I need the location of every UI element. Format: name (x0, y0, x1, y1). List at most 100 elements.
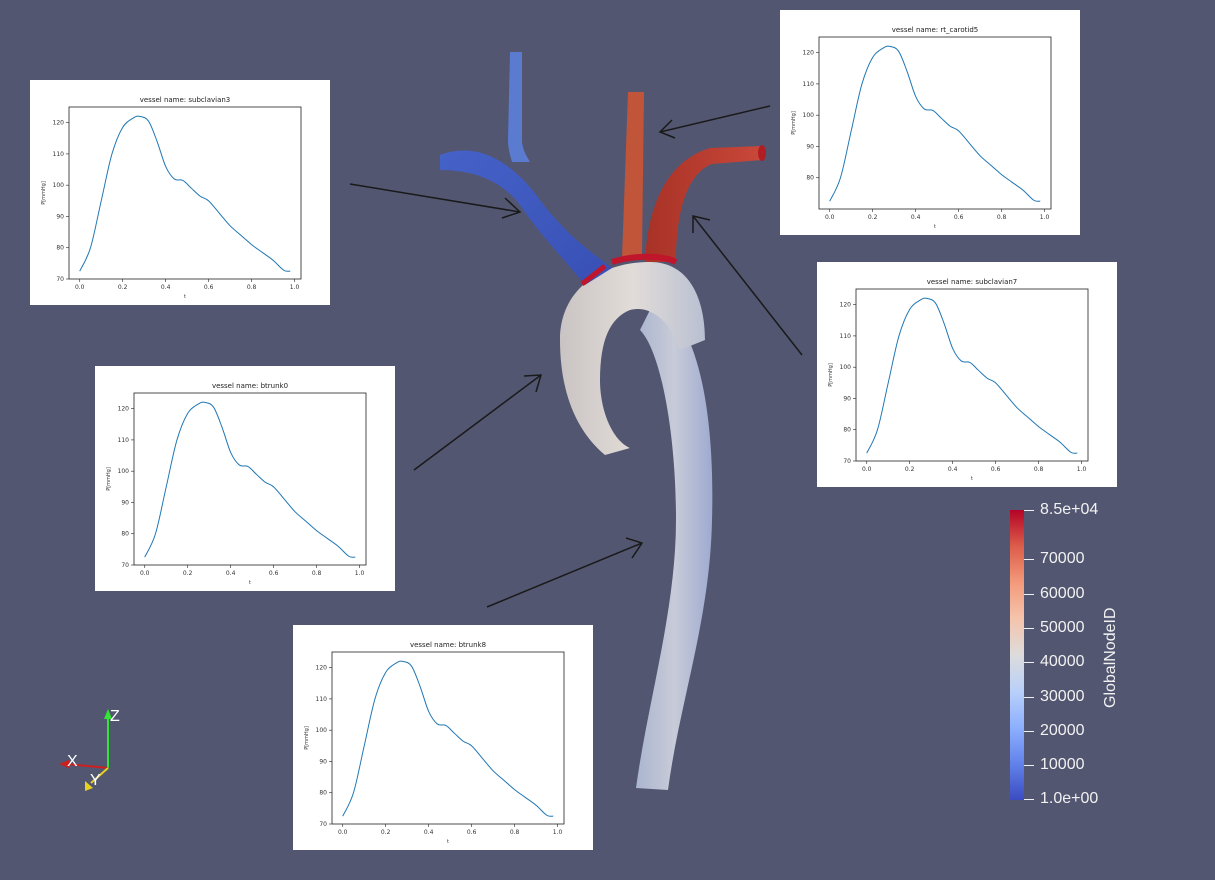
plot-svg: vessel name: rt_carotid5 0.0 0.2 0.4 0.6 0.8 1… (791, 26, 1052, 230)
y-tick-label: 100 (118, 468, 130, 475)
orientation-axes: Z X Y (59, 708, 120, 791)
plot-subclavian7[interactable]: vessel name: subclavian7 0.0 0.2 0.4 0.6 0.8 1… (817, 262, 1117, 487)
colorbar-tick-label: 8.5e+04 (1040, 501, 1099, 518)
x-tick-label: 0.8 (510, 829, 520, 836)
colorbar-tick-mark (1024, 662, 1034, 663)
x-axis-label: t (447, 839, 449, 845)
x-tick-label: 0.4 (424, 829, 434, 836)
y-tick-label: 110 (803, 81, 815, 88)
colorbar-tick-mark (1024, 559, 1034, 560)
x-axis-label: t (934, 224, 936, 230)
plot-frame (818, 36, 1052, 210)
colorbar-tick-label: 60000 (1040, 585, 1085, 602)
plot-title: vessel name: btrunk8 (410, 641, 486, 649)
colorbar-title-svg: GlobalNodeID (1102, 608, 1119, 709)
y-tick-label: 100 (53, 182, 65, 189)
x-tick-label: 0.2 (905, 466, 915, 473)
y-tick-label: 70 (56, 276, 64, 283)
x-tick-label: 0.8 (247, 284, 257, 291)
colorbar-tick-mark (1024, 510, 1034, 511)
colorbar-tick-label: 30000 (1040, 688, 1085, 705)
y-tick-label: 90 (843, 395, 851, 402)
colorbar-tick-mark (1024, 594, 1034, 595)
plot-btrunk8[interactable]: vessel name: btrunk8 0.0 0.2 0.4 0.6 0.8 1.0 70… (293, 625, 593, 850)
x-tick-label: 1.0 (1077, 466, 1087, 473)
plot-frame (855, 288, 1089, 462)
colorbar-tick-label: 1.0e+00 (1040, 790, 1099, 807)
y-tick-label: 120 (840, 302, 852, 309)
y-tick-label: 80 (56, 245, 64, 252)
x-tick-label: 1.0 (290, 284, 300, 291)
y-tick-label: 100 (803, 112, 815, 119)
descending-aorta (636, 300, 713, 790)
x-tick-label: 0.8 (312, 570, 322, 577)
colorbar-tick-label: 50000 (1040, 619, 1085, 636)
y-tick-label: 80 (843, 427, 851, 434)
plot-svg: vessel name: btrunk0 0.0 0.2 0.4 0.6 0.8 1.0 70… (106, 382, 367, 586)
y-tick-label: 120 (118, 406, 130, 413)
axis-x-label: X (67, 753, 78, 770)
x-tick-label: 0.6 (269, 570, 279, 577)
plot-svg: vessel name: subclavian3 0.0 0.2 0.4 0.6 0.8 1… (41, 96, 302, 300)
y-axis-label: P[mmHg] (106, 467, 112, 491)
plot-svg: vessel name: subclavian7 0.0 0.2 0.4 0.6 0.8 1… (828, 278, 1089, 482)
x-tick-label: 0.2 (183, 570, 193, 577)
colorbar-tick-label: 70000 (1040, 550, 1085, 567)
y-axis-label: P[mmHg] (828, 363, 834, 387)
colorbar-tick-label: 20000 (1040, 722, 1085, 739)
x-tick-label: 0.2 (381, 829, 391, 836)
carotid-branch (622, 92, 644, 258)
y-tick-label: 100 (840, 364, 852, 371)
x-tick-label: 0.8 (1034, 466, 1044, 473)
colorbar-tick-mark (1024, 731, 1034, 732)
plot-rt-carotid5[interactable]: vessel name: rt_carotid5 0.0 0.2 0.4 0.6 0.8 1… (780, 10, 1080, 235)
plot-title: vessel name: btrunk0 (212, 382, 288, 390)
colorbar-tick-label: 10000 (1040, 756, 1085, 773)
x-tick-label: 0.6 (954, 214, 964, 221)
y-tick-label: 120 (316, 665, 328, 672)
x-tick-label: 0.4 (948, 466, 958, 473)
x-tick-label: 0.8 (997, 214, 1007, 221)
y-tick-label: 90 (806, 143, 814, 150)
colorbar-tick-mark (1024, 628, 1034, 629)
y-tick-label: 70 (319, 821, 327, 828)
y-axis-label: P[mmHg] (304, 726, 310, 750)
pressure-series-line (866, 297, 1078, 454)
x-axis-label: t (184, 294, 186, 300)
x-tick-label: 0.4 (911, 214, 921, 221)
x-tick-label: 0.2 (118, 284, 128, 291)
y-tick-label: 80 (319, 790, 327, 797)
x-tick-label: 0.6 (467, 829, 477, 836)
colorbar (1010, 510, 1024, 800)
x-tick-label: 1.0 (1040, 214, 1050, 221)
colorbar-title: GlobalNodeID (1102, 608, 1119, 709)
x-tick-label: 1.0 (355, 570, 365, 577)
colorbar-gradient (1010, 510, 1024, 800)
axis-y-label: Y (90, 772, 101, 789)
y-tick-label: 110 (53, 151, 65, 158)
y-tick-label: 120 (803, 50, 815, 57)
colorbar-tick-mark (1024, 765, 1034, 766)
x-tick-label: 0.6 (991, 466, 1001, 473)
x-tick-label: 0.0 (75, 284, 85, 291)
x-tick-label: 0.2 (868, 214, 878, 221)
plot-frame (133, 392, 367, 566)
y-tick-label: 90 (121, 499, 129, 506)
pressure-series-line (829, 45, 1041, 202)
plot-subclavian3[interactable]: vessel name: subclavian3 0.0 0.2 0.4 0.6 0.8 1… (30, 80, 330, 305)
x-axis-label: t (971, 476, 973, 482)
axis-z-label: Z (110, 708, 120, 725)
y-tick-label: 70 (121, 562, 129, 569)
y-axis-label: P[mmHg] (791, 111, 797, 135)
x-tick-label: 0.0 (140, 570, 150, 577)
colorbar-tick-mark (1024, 799, 1034, 800)
y-tick-label: 110 (316, 696, 328, 703)
plot-frame (331, 651, 565, 825)
pressure-series-line (79, 115, 291, 272)
y-tick-label: 110 (840, 333, 852, 340)
y-tick-label: 70 (843, 458, 851, 465)
plot-svg: vessel name: btrunk8 0.0 0.2 0.4 0.6 0.8 1.0 70… (304, 641, 565, 845)
plot-btrunk0[interactable]: vessel name: btrunk0 0.0 0.2 0.4 0.6 0.8 1.0 70… (95, 366, 395, 591)
